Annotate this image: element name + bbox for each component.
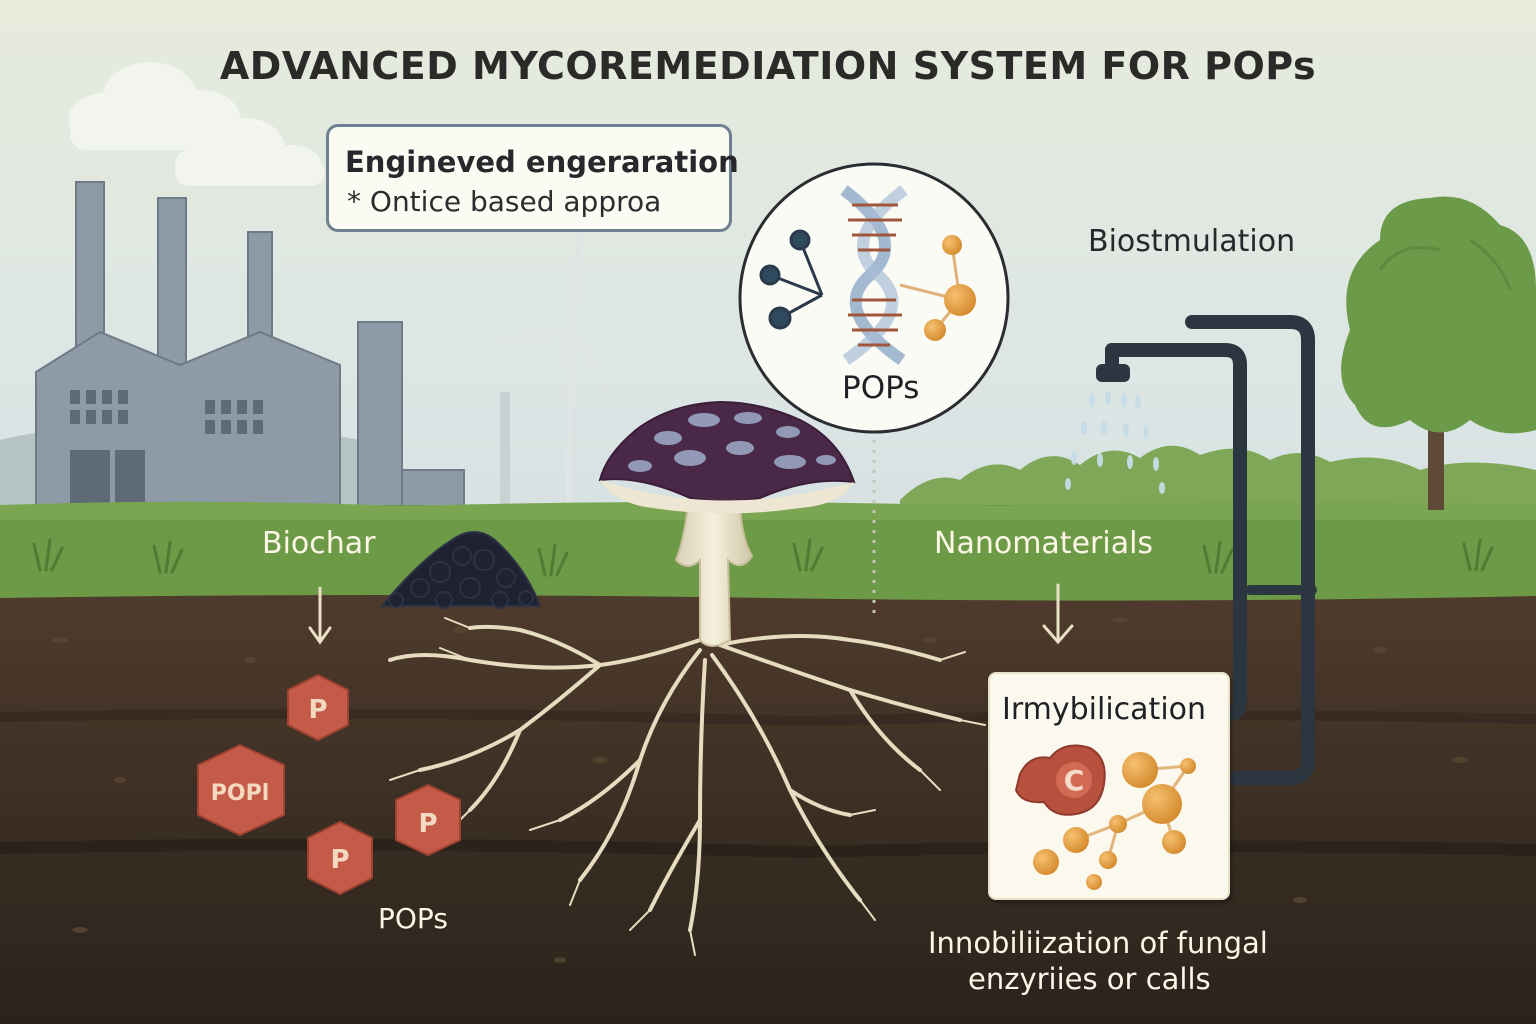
biochar-pile-icon: [379, 531, 542, 609]
engineered-callout: Engineved engeraration * Ontice based ap…: [326, 124, 739, 232]
pops-particle: [307, 820, 373, 896]
tree-icon: [1341, 196, 1536, 510]
grass-tufts: [32, 538, 1494, 577]
enzyme-icon: C: [1014, 744, 1106, 816]
pops-particle-label: P: [418, 809, 437, 839]
soil-specks: [52, 617, 1468, 963]
molecule-bubble: [738, 162, 1010, 434]
pops-particle-label: P: [308, 695, 327, 725]
mushroom-icon: [598, 400, 856, 647]
pops-particle: [395, 783, 461, 857]
factory-icon: [35, 181, 465, 509]
callout-subtext: * Ontice based approa: [347, 185, 662, 218]
water-drops: [1065, 391, 1165, 494]
page-title: ADVANCED MYCOREMEDIATION SYSTEM FOR POPs: [219, 44, 1317, 88]
biostimulation-label: Biostmulation: [1088, 224, 1296, 259]
down-arrow-icon: [308, 583, 1074, 645]
soil-pops-label: POPs: [378, 902, 448, 935]
pops-particles: P POPl P P: [197, 673, 461, 896]
dna-helix-icon: [840, 185, 908, 365]
pops-particle: [197, 743, 285, 837]
biochar-label: Biochar: [262, 526, 376, 561]
immobilization-heading: Irmybilication: [1002, 692, 1207, 727]
factory-windows: [70, 390, 263, 508]
molecule-icon: [759, 229, 824, 330]
callout-heading: Engineved engeraration: [345, 145, 739, 179]
bubble-pops-label: POPs: [842, 370, 920, 406]
pops-particle-label: P: [330, 845, 349, 875]
immobilization-caption-line2: enzyriies or calls: [968, 962, 1211, 996]
bush-line: [900, 445, 1536, 520]
orange-molecule-icon: [899, 235, 976, 341]
mycelium-icon: [388, 624, 962, 932]
immobilization-caption-line1: Innobiliization of fungal: [928, 926, 1268, 960]
immobilization-illustration: C: [1014, 744, 1196, 890]
immobilization-card: Irmybilication C: [988, 672, 1230, 900]
pops-particle: [287, 673, 349, 742]
enzyme-letter: C: [1064, 764, 1085, 797]
nanomaterials-label: Nanomaterials: [934, 526, 1154, 561]
nanoparticle-icon: [1033, 752, 1196, 890]
wind-turbine-icon: [497, 219, 611, 515]
clouds: [68, 62, 325, 186]
pops-particle-label: POPl: [211, 781, 270, 806]
